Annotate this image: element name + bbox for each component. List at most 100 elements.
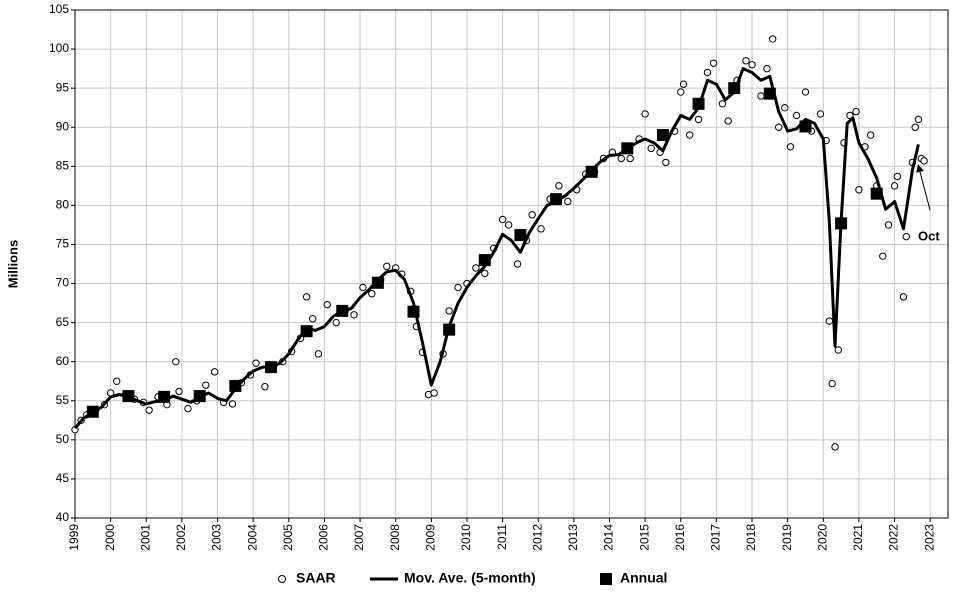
x-tick-label: 2012 [530,524,544,551]
saar-point [902,232,911,241]
saar-point [175,387,183,396]
annual-point [229,379,242,392]
saar-point [685,131,694,139]
annual-point [478,254,491,267]
x-tick-label: 2003 [210,524,224,551]
y-tick-label: 95 [56,80,70,94]
y-tick-label: 70 [56,276,70,290]
saar-point [899,293,908,301]
saar-point [261,383,269,391]
annual-point [371,276,384,289]
y-tick-label: 75 [56,237,70,251]
saar-point [172,357,180,366]
saar-point [112,377,121,385]
saar-point [831,443,839,451]
saar-point [893,172,902,181]
saar-point [852,107,860,116]
x-tick-label: 2011 [495,524,509,550]
annual-point [585,165,598,178]
x-tick-label: 2022 [887,524,901,551]
saar-point [718,100,727,108]
x-tick-label: 2009 [423,524,437,551]
annual-point [86,405,99,418]
saar-point [703,68,712,77]
saar-point [694,115,703,124]
x-tick-label: 2023 [922,524,936,551]
y-tick-label: 40 [56,510,70,524]
saar-point [677,88,685,96]
marks [71,35,928,451]
saar-point [481,269,489,278]
saar-point [184,404,192,413]
annual-point [336,304,349,317]
annual-point [835,217,848,230]
x-tick-label: 2007 [352,524,366,551]
saar-point [308,315,317,323]
annual-point [728,82,741,95]
saar-point [383,262,391,271]
saar-point [775,123,783,131]
annual-point [514,229,527,242]
legend-label: Annual [620,570,667,586]
saar-point [641,110,649,118]
saar-point [911,123,919,131]
saar-point [742,57,750,65]
legend-symbol [600,573,612,585]
saar-point [792,111,801,120]
x-tick-label: 2014 [602,524,616,551]
saar-point [679,80,688,88]
x-tick-label: 2010 [459,524,473,551]
x-tick-label: 2019 [780,524,794,551]
x-tick-label: 2021 [851,524,865,551]
x-tick-label: 2004 [245,524,259,551]
x-tick-label: 2017 [709,524,723,551]
saar-point [302,293,311,301]
saar-point [513,260,522,268]
y-tick-label: 45 [56,471,70,485]
y-tick-label: 85 [56,158,70,172]
y-tick-label: 50 [56,432,70,446]
saar-point [350,311,358,319]
moving-average-line [73,67,920,430]
y-tick-label: 80 [56,198,70,212]
saar-point [914,115,923,124]
saar-point [626,154,634,163]
saar-point [430,389,438,397]
saar-point [368,289,376,298]
x-tick-label: 2000 [103,524,117,551]
x-tick-label: 2020 [815,524,829,551]
saar-point [748,61,756,69]
saar-point [834,346,842,354]
saar-point [145,406,153,414]
saar-point [323,300,331,309]
saar-point [879,252,887,260]
x-tick-label: 2015 [637,524,651,551]
saar-point [454,283,462,292]
annual-point [193,390,206,403]
annual-point [799,120,812,133]
y-tick-label: 105 [49,2,69,16]
saar-point [786,143,795,151]
saar-point [828,379,836,388]
annual-point [550,193,563,206]
x-tick-label: 2018 [744,524,758,551]
annotation-arrow [916,164,931,211]
saar-point [202,381,210,389]
saar-point [537,225,545,233]
saar-point [884,221,893,229]
annual-point [621,142,634,155]
annual-point [870,187,883,200]
saar-point [617,154,625,163]
y-tick-label: 55 [56,393,70,407]
saar-point [314,350,323,358]
saar-point [709,59,718,67]
saar-point [825,317,834,325]
legend-symbol [278,575,286,583]
saar-point [890,182,899,190]
saar-point [855,186,863,194]
saar-point [866,131,875,139]
y-tick-label: 60 [56,354,70,368]
saar-point [662,158,670,167]
